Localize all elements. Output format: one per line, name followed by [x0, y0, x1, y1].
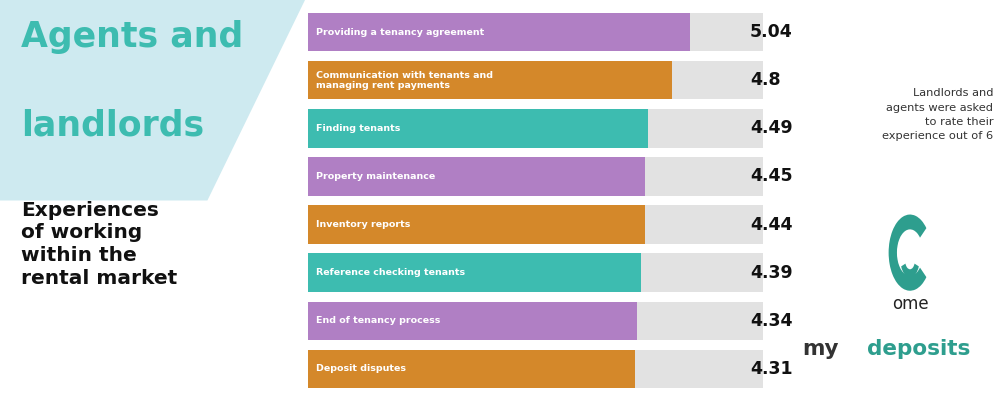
FancyBboxPatch shape	[308, 157, 763, 196]
FancyBboxPatch shape	[308, 302, 637, 340]
Text: 4.39: 4.39	[750, 264, 793, 282]
FancyBboxPatch shape	[308, 13, 690, 51]
Text: 4.44: 4.44	[750, 216, 793, 233]
FancyBboxPatch shape	[308, 61, 672, 99]
FancyBboxPatch shape	[308, 61, 763, 99]
Text: deposits: deposits	[867, 339, 971, 359]
FancyBboxPatch shape	[308, 109, 763, 148]
FancyBboxPatch shape	[308, 109, 648, 148]
Text: landlords: landlords	[21, 108, 204, 142]
Text: Experiences
of working
within the
rental market: Experiences of working within the rental…	[21, 200, 178, 288]
FancyBboxPatch shape	[308, 13, 763, 51]
Text: 4.49: 4.49	[750, 119, 793, 137]
Text: Agents and: Agents and	[21, 20, 244, 54]
Text: Reference checking tenants: Reference checking tenants	[316, 268, 465, 277]
Text: Communication with tenants and
managing rent payments: Communication with tenants and managing …	[316, 71, 493, 90]
Text: Providing a tenancy agreement: Providing a tenancy agreement	[316, 28, 484, 36]
FancyBboxPatch shape	[308, 253, 763, 292]
Text: 4.34: 4.34	[750, 312, 793, 330]
FancyBboxPatch shape	[308, 302, 763, 340]
Wedge shape	[901, 263, 919, 277]
Polygon shape	[0, 0, 305, 200]
Text: 4.45: 4.45	[750, 168, 793, 185]
Text: Property maintenance: Property maintenance	[316, 172, 435, 181]
Text: 4.31: 4.31	[750, 360, 793, 378]
Text: ome: ome	[892, 295, 928, 313]
Wedge shape	[889, 215, 926, 291]
FancyBboxPatch shape	[308, 253, 641, 292]
Text: 4.8: 4.8	[750, 71, 781, 89]
FancyBboxPatch shape	[308, 350, 763, 388]
Text: Inventory reports: Inventory reports	[316, 220, 410, 229]
FancyBboxPatch shape	[308, 205, 645, 244]
Text: Finding tenants: Finding tenants	[316, 124, 400, 133]
Text: End of tenancy process: End of tenancy process	[316, 316, 440, 325]
Text: my: my	[802, 339, 838, 359]
Text: Deposit disputes: Deposit disputes	[316, 365, 406, 373]
FancyBboxPatch shape	[308, 205, 763, 244]
FancyBboxPatch shape	[308, 157, 645, 196]
Text: Landlords and
agents were asked
to rate their
experience out of 6: Landlords and agents were asked to rate …	[882, 88, 993, 142]
Text: 5.04: 5.04	[750, 23, 793, 41]
FancyBboxPatch shape	[308, 350, 635, 388]
